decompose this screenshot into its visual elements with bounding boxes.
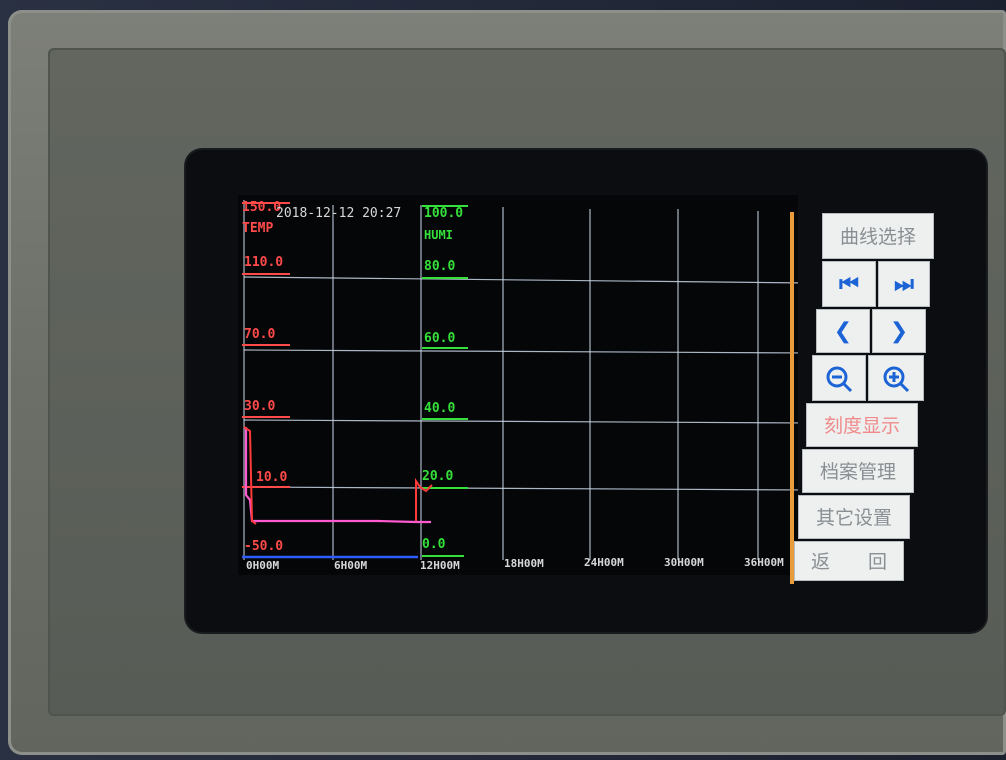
humi-tick-40: 40.0 [424, 401, 456, 416]
sidebar-divider [790, 212, 794, 584]
humi-curve-end [415, 477, 433, 521]
temp-curve [244, 427, 431, 524]
humi-tick-marks [422, 205, 468, 557]
humi-tick-60: 60.0 [424, 331, 456, 346]
temp-tick-minus50: -50.0 [244, 539, 284, 554]
humi-tick-80: 80.0 [424, 259, 456, 274]
next-icon: ❯ [889, 319, 909, 344]
humi-tick-0: 0.0 [422, 537, 446, 552]
back-button[interactable]: 返 回 [794, 541, 904, 581]
zoom-out-button[interactable] [812, 355, 866, 401]
curve-select-button[interactable]: 曲线选择 [822, 213, 934, 259]
temp-tick-110: 110.0 [244, 255, 284, 270]
grid-horizontal [243, 276, 798, 491]
prev-icon: ❮ [833, 319, 853, 344]
temp-tick-marks [242, 202, 290, 488]
humi-curve [243, 426, 257, 525]
time-tick-6: 6H00M [334, 559, 368, 572]
time-tick-30: 30H00M [664, 556, 704, 569]
humi-tick-100: 100.0 [424, 206, 464, 221]
zoom-in-button[interactable] [868, 355, 924, 401]
sidebar-menu: 曲线选择 ⏮ ⏭ ❮ ❯ 刻度显示 档案管理 其它设置 返 回 [794, 213, 934, 581]
skip-last-button[interactable]: ⏭ [878, 261, 930, 307]
time-tick-0: 0H00M [246, 559, 280, 572]
grid-vertical [243, 200, 759, 560]
humi-axis-title: HUMI [424, 228, 453, 242]
next-button[interactable]: ❯ [872, 309, 926, 353]
skip-first-button[interactable]: ⏮ [822, 261, 876, 307]
temp-tick-70: 70.0 [244, 327, 276, 342]
zoom-out-icon [826, 366, 853, 393]
skip-first-icon: ⏮ [839, 272, 859, 297]
time-tick-24: 24H00M [584, 556, 624, 569]
prev-button[interactable]: ❮ [816, 309, 870, 353]
chart-display [238, 195, 798, 575]
temp-axis-title: TEMP [242, 221, 274, 236]
skip-last-icon: ⏭ [894, 272, 914, 297]
temp-tick-30: 30.0 [244, 399, 276, 414]
file-manage-button[interactable]: 档案管理 [802, 449, 914, 493]
time-tick-18: 18H00M [504, 557, 544, 570]
datetime-display: 2018-12-12 20:27 [276, 206, 402, 221]
scale-display-button[interactable]: 刻度显示 [806, 403, 918, 447]
humi-tick-20: 20.0 [422, 469, 454, 484]
temp-tick-150: 150.0 [242, 200, 282, 215]
other-settings-button[interactable]: 其它设置 [798, 495, 910, 539]
temp-tick-10: 10.0 [256, 470, 288, 485]
time-tick-36: 36H00M [744, 556, 784, 569]
trend-chart [242, 200, 798, 560]
time-tick-12: 12H00M [420, 559, 460, 572]
zoom-in-icon [883, 366, 910, 393]
